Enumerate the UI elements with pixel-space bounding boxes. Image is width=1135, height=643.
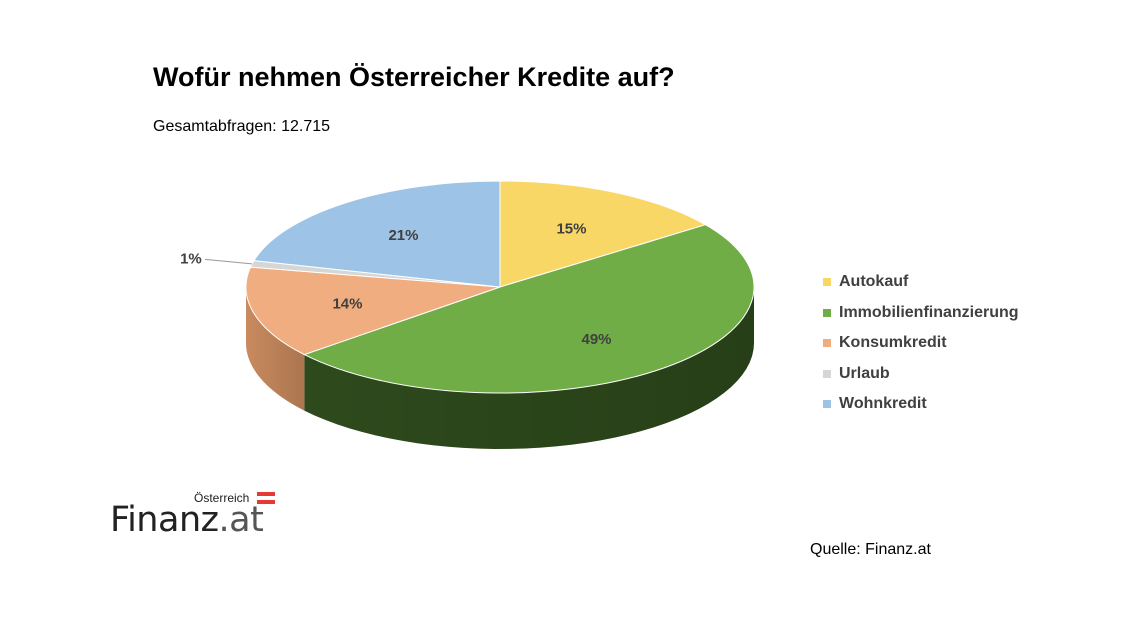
pie-slice-immobilienfinanzierung xyxy=(303,224,755,394)
chart-title: Wofür nehmen Österreicher Kredite auf? xyxy=(153,62,675,92)
chart-subtitle: Gesamtabfragen: 12.715 xyxy=(153,118,331,135)
legend-item: Urlaub xyxy=(823,359,1019,390)
legend-label: Wohnkredit xyxy=(839,395,927,413)
flag-stripe-bottom xyxy=(257,500,275,504)
pie-label-autokauf: 15% xyxy=(556,220,586,237)
source-note: Quelle: Finanz.at xyxy=(810,541,931,558)
legend-item: Konsumkredit xyxy=(823,328,1019,359)
pie-labels: 15% 49% 14% 1% 21% xyxy=(180,220,611,347)
finanz-logo: Österreich Finanz.at xyxy=(110,488,290,544)
legend-swatch xyxy=(823,308,831,317)
logo-suffix: .at xyxy=(218,500,264,540)
austria-flag-icon xyxy=(257,492,275,504)
pie-side-shade-konsumkredit xyxy=(246,287,305,411)
pie-side-shade-immobilienfinanzierung xyxy=(304,287,754,449)
flag-stripe-top xyxy=(257,492,275,496)
pie-sides xyxy=(246,287,754,449)
legend-item: Autokauf xyxy=(823,267,1019,298)
pie-leader-line xyxy=(204,258,253,265)
pie-slice-wohnkredit xyxy=(253,180,501,288)
legend-label: Autokauf xyxy=(839,273,909,291)
legend-label: Konsumkredit xyxy=(839,334,947,352)
logo-country-text: Österreich xyxy=(194,491,250,505)
legend-label: Immobilienfinanzierung xyxy=(839,303,1019,321)
pie-label-konsumkredit: 14% xyxy=(332,295,362,312)
pie-slice-autokauf xyxy=(499,180,707,288)
pie-tops xyxy=(245,180,755,394)
flag-stripe-middle xyxy=(257,496,275,500)
pie-slice-konsumkredit xyxy=(245,266,501,356)
pie-label-wohnkredit: 21% xyxy=(388,227,418,244)
legend-swatch xyxy=(823,369,831,378)
legend-swatch xyxy=(823,278,831,287)
legend-item: Wohnkredit xyxy=(823,389,1019,420)
legend-item: Immobilienfinanzierung xyxy=(823,298,1019,329)
logo-wordmark: Finanz.at xyxy=(110,500,264,540)
legend: Autokauf Immobilienfinanzierung Konsumkred… xyxy=(823,267,1019,420)
legend-swatch xyxy=(823,400,831,409)
logo-word: Finanz xyxy=(110,500,219,540)
legend-swatch xyxy=(823,339,831,348)
legend-label: Urlaub xyxy=(839,364,890,382)
pie-label-urlaub: 1% xyxy=(180,250,202,267)
pie-label-immobilienfinanzierung: 49% xyxy=(582,331,612,348)
